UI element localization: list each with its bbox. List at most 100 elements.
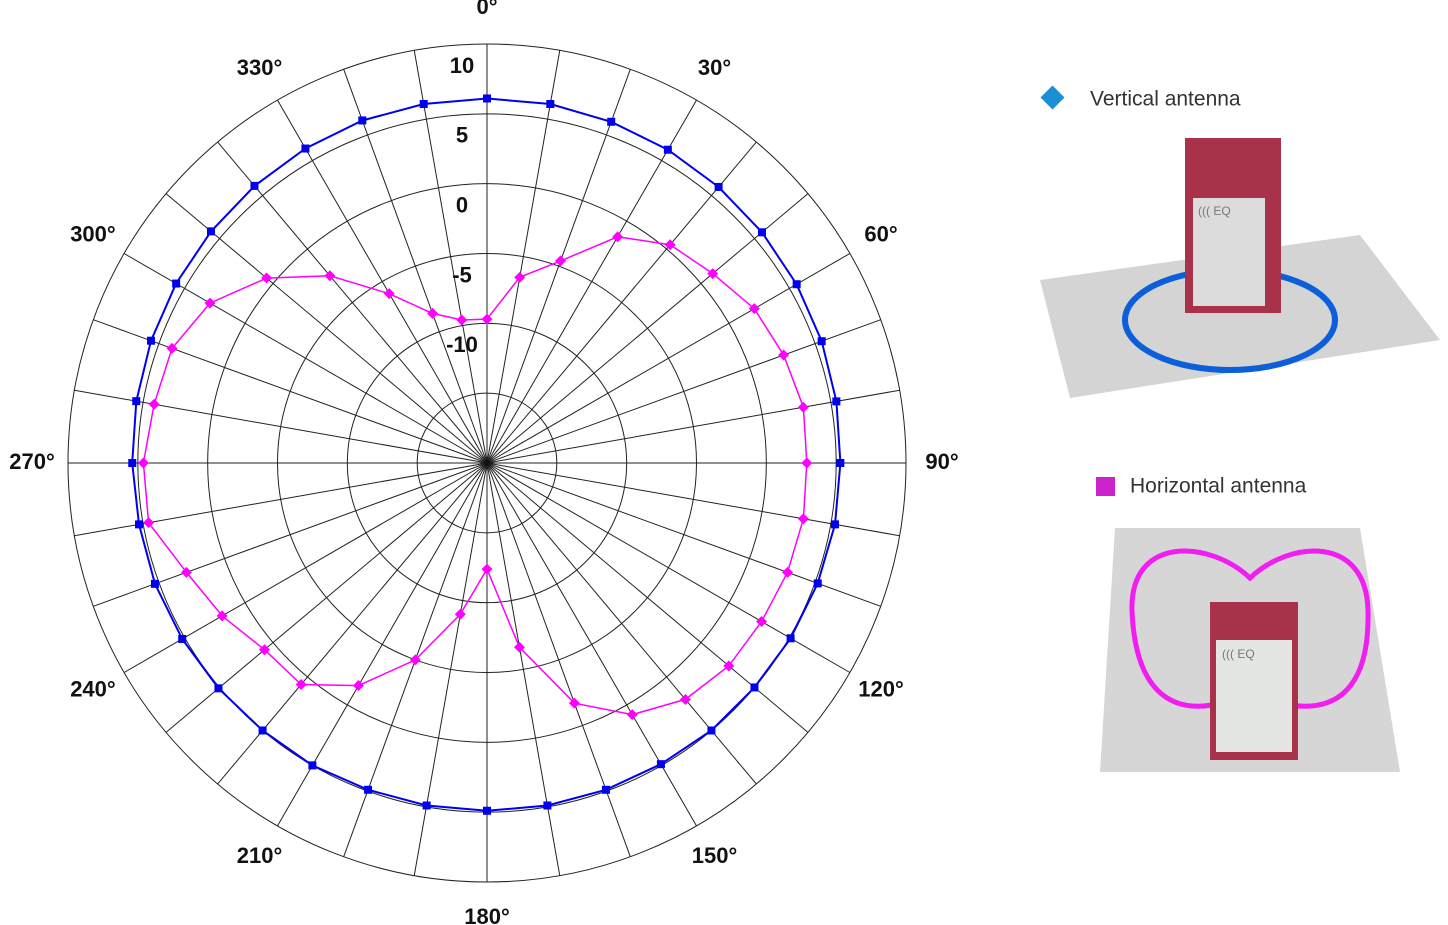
spoke — [486, 193, 809, 464]
marker — [782, 566, 794, 578]
marker — [568, 697, 580, 709]
marker — [756, 616, 768, 628]
spoke — [486, 389, 900, 464]
legend-swatch — [1040, 85, 1065, 110]
spoke — [486, 462, 851, 673]
spoke — [74, 389, 488, 464]
theta-tick-label: 30° — [698, 55, 731, 80]
marker — [178, 634, 187, 643]
marker — [750, 683, 759, 692]
marker — [797, 513, 809, 525]
marker — [128, 459, 137, 467]
polar-chart: -10 -5 0 5 10 0° 30° 60° 90° 120° 150° 180° 210° 240°… — [9, 0, 958, 925]
marker — [166, 342, 178, 354]
marker — [555, 255, 567, 267]
theta-tick-label: 330° — [237, 55, 283, 80]
spoke — [413, 462, 488, 876]
marker — [607, 117, 616, 126]
marker — [419, 100, 428, 109]
spoke — [486, 462, 561, 876]
marker — [132, 397, 141, 406]
marker — [513, 641, 525, 653]
theta-tick-label: 300° — [70, 221, 116, 246]
series — [128, 94, 845, 815]
theta-tick-label: 270° — [9, 449, 55, 474]
series — [137, 231, 813, 721]
marker — [204, 297, 216, 309]
marker — [778, 349, 790, 361]
marker — [172, 279, 181, 288]
center — [484, 460, 490, 466]
marker — [427, 307, 439, 319]
spoke — [486, 462, 631, 857]
spoke — [486, 69, 631, 464]
marker — [258, 726, 267, 735]
spoke — [413, 50, 488, 464]
marker — [216, 610, 228, 622]
r-tick-label: -10 — [446, 332, 478, 357]
spoke — [343, 69, 488, 464]
marker — [148, 398, 160, 410]
r-tick-label: 10 — [450, 53, 474, 78]
marker — [383, 288, 395, 300]
horizontal-antenna-illustration: ((( EQ — [1100, 528, 1400, 772]
marker — [817, 337, 826, 346]
marker — [206, 227, 215, 236]
theta-tick-label: 0° — [476, 0, 497, 19]
marker — [364, 785, 373, 794]
marker — [797, 401, 809, 413]
marker — [656, 760, 665, 769]
spoke — [217, 141, 488, 464]
marker — [308, 761, 317, 770]
theta-tick-label: 90° — [925, 449, 958, 474]
spoke — [486, 99, 697, 464]
r-tick-label: 0 — [456, 192, 468, 217]
theta-tick-label: 240° — [70, 676, 116, 701]
marker — [295, 678, 307, 690]
theta-tick-label: 210° — [237, 843, 283, 868]
module-label: ((( EQ — [1198, 204, 1231, 218]
marker — [483, 806, 491, 815]
marker — [543, 801, 552, 810]
marker — [626, 709, 638, 721]
marker — [454, 608, 466, 620]
marker — [664, 239, 676, 251]
marker — [135, 520, 144, 529]
spoke — [486, 319, 881, 464]
marker — [707, 268, 719, 280]
marker — [832, 397, 841, 406]
marker — [214, 684, 223, 693]
legend-entry: Vertical antenna — [1040, 85, 1241, 111]
vertical-antenna-illustration: ((( EQ — [1040, 138, 1440, 398]
marker — [422, 801, 431, 810]
r-tick-label: 5 — [456, 123, 468, 148]
marker — [679, 693, 691, 705]
marker — [324, 270, 336, 282]
marker — [137, 457, 149, 469]
marker — [612, 231, 624, 243]
marker — [663, 145, 672, 154]
marker — [481, 313, 493, 325]
legend-label: Vertical antenna — [1090, 88, 1241, 111]
spoke — [486, 141, 757, 464]
marker — [261, 272, 273, 284]
theta-tick-label: 60° — [864, 221, 897, 246]
spoke — [123, 253, 488, 464]
spoke — [277, 462, 488, 827]
marker — [353, 680, 365, 692]
marker — [601, 785, 610, 794]
r-tick-label: -5 — [452, 262, 472, 287]
spoke — [165, 193, 488, 464]
module-label: ((( EQ — [1222, 647, 1255, 661]
spoke — [486, 50, 561, 464]
theta-tick-label: 120° — [858, 676, 904, 701]
marker — [546, 100, 555, 109]
marker — [258, 644, 270, 656]
series-line — [142, 236, 808, 716]
marker — [707, 726, 716, 735]
spoke — [486, 462, 900, 537]
marker — [836, 459, 845, 467]
spoke — [277, 99, 488, 464]
legend-panel: Vertical antenna ((( EQ Horizontal anten… — [1040, 85, 1440, 772]
